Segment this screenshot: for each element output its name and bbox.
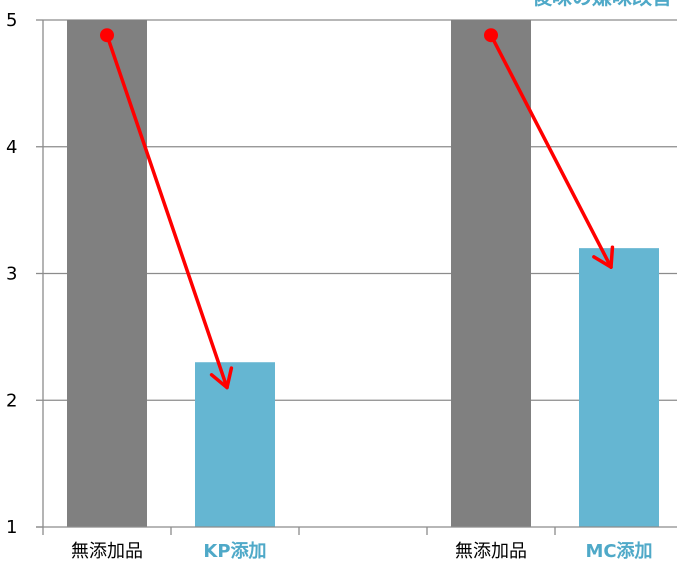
bar	[451, 20, 531, 527]
y-tick-labels: 1 2 3 4 5	[6, 10, 17, 538]
arrow-shaft	[489, 33, 613, 269]
bars	[67, 20, 659, 527]
y-tick-label: 5	[6, 10, 17, 31]
bar	[195, 362, 275, 527]
category-label: 無添加品	[455, 541, 527, 562]
category-label: MC添加	[585, 540, 652, 562]
y-tick-label: 4	[6, 137, 17, 158]
chart-title-fragment: 後味の嫌味改善	[532, 0, 672, 9]
arrow-head	[209, 366, 234, 390]
bar	[67, 20, 147, 527]
category-label: KP添加	[203, 540, 266, 562]
category-labels: 無添加品 KP添加 無添加品 MC添加	[71, 540, 653, 562]
y-tick-label: 3	[6, 264, 17, 285]
category-label: 無添加品	[71, 541, 143, 562]
gridlines	[36, 19, 677, 528]
y-tick-label: 1	[6, 517, 17, 538]
bar	[579, 248, 659, 527]
axes	[36, 20, 677, 535]
arrow-start-marker	[100, 28, 114, 43]
arrow-head	[592, 245, 615, 269]
arrows	[100, 28, 615, 390]
arrow-start-marker	[484, 28, 498, 43]
y-tick-label: 2	[6, 390, 17, 411]
arrow-shaft	[105, 33, 229, 390]
